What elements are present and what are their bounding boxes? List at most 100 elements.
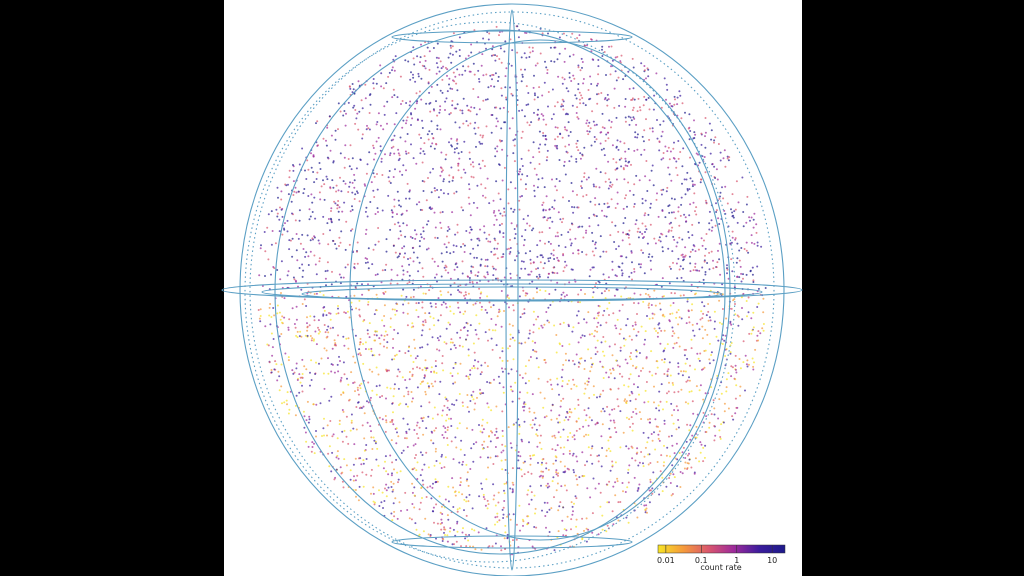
point <box>457 162 460 165</box>
point <box>648 179 651 182</box>
point <box>602 314 605 317</box>
point <box>509 238 511 241</box>
point <box>559 460 562 463</box>
point <box>752 311 755 314</box>
point <box>310 193 313 196</box>
point <box>444 100 447 103</box>
point <box>506 533 509 536</box>
point <box>406 446 409 448</box>
point <box>681 182 683 185</box>
point <box>424 359 427 362</box>
point <box>509 518 512 521</box>
point <box>428 50 431 53</box>
point <box>691 248 694 251</box>
point <box>585 321 588 324</box>
point <box>350 301 353 304</box>
point <box>429 485 432 488</box>
point <box>366 332 369 335</box>
point <box>421 329 424 332</box>
point <box>426 343 429 346</box>
point <box>676 103 679 106</box>
point <box>614 224 617 227</box>
point <box>451 104 454 107</box>
point <box>343 344 346 347</box>
point <box>263 231 266 233</box>
point <box>523 312 526 315</box>
point <box>489 382 492 384</box>
point <box>703 350 706 352</box>
point <box>616 364 619 367</box>
point <box>753 212 756 215</box>
point <box>413 338 416 341</box>
point <box>376 207 379 210</box>
point <box>692 183 694 186</box>
point <box>658 409 661 412</box>
point <box>581 517 584 520</box>
point <box>651 130 654 133</box>
point <box>315 403 318 406</box>
point <box>346 263 349 266</box>
point <box>561 345 564 347</box>
point <box>427 220 430 223</box>
point <box>461 531 464 534</box>
point <box>668 477 671 479</box>
point <box>295 362 298 365</box>
point <box>367 283 369 286</box>
point <box>545 311 548 313</box>
point <box>528 224 531 227</box>
point <box>725 378 728 381</box>
point <box>482 74 485 77</box>
point <box>453 80 456 83</box>
point <box>381 269 384 272</box>
point <box>613 294 616 297</box>
point <box>541 256 544 259</box>
point <box>352 463 355 466</box>
point <box>384 330 387 333</box>
point <box>280 260 283 263</box>
point <box>705 431 708 433</box>
point <box>270 243 273 246</box>
point <box>466 104 469 107</box>
point <box>322 294 325 297</box>
point <box>665 98 667 101</box>
point <box>522 244 525 247</box>
point <box>545 66 548 69</box>
point <box>396 256 399 259</box>
point <box>281 315 284 318</box>
point <box>527 471 530 474</box>
point <box>459 481 462 484</box>
point <box>512 539 514 542</box>
point <box>615 431 618 434</box>
point <box>617 148 620 151</box>
point <box>295 334 298 337</box>
point <box>493 378 495 381</box>
point <box>522 524 524 527</box>
point <box>451 477 454 480</box>
point <box>486 499 489 502</box>
point <box>464 533 467 536</box>
point <box>419 61 421 64</box>
point <box>472 398 475 401</box>
point <box>442 425 445 428</box>
point <box>752 226 755 229</box>
point <box>450 137 453 140</box>
point <box>517 451 520 453</box>
point <box>658 149 661 152</box>
point <box>537 377 540 380</box>
point <box>647 256 650 258</box>
point <box>702 368 705 370</box>
point <box>292 194 295 196</box>
point <box>679 214 682 217</box>
point <box>631 278 633 281</box>
point <box>345 295 348 298</box>
point <box>365 473 368 476</box>
point <box>463 244 466 247</box>
point <box>269 323 272 326</box>
point <box>312 154 315 157</box>
point <box>672 346 675 349</box>
point <box>633 302 635 304</box>
point <box>482 134 485 137</box>
point <box>529 262 532 265</box>
point <box>647 213 650 216</box>
point <box>419 501 422 504</box>
